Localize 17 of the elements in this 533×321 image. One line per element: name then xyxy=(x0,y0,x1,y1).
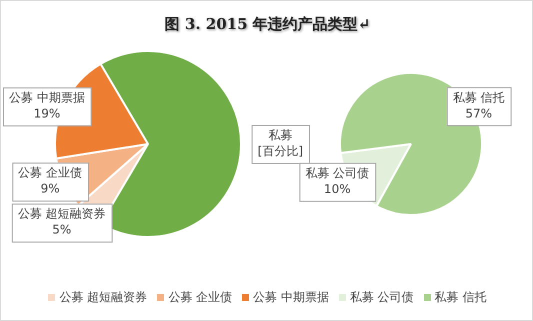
slice-label: 公募 企业债 xyxy=(18,166,82,180)
chart-title: 图 3. 2015 年违约产品类型↵ xyxy=(164,15,372,34)
legend-label: 私募 公司债 xyxy=(348,290,414,304)
slice-label: 公募 超短融资券 xyxy=(18,206,106,221)
text: 私募 [百分比] xyxy=(258,128,304,158)
legend-label: 公募 中期票据 xyxy=(252,290,329,304)
legend-label: 公募 超短融资券 xyxy=(58,290,148,304)
legend-label: 公募 企业债 xyxy=(167,290,232,304)
slice-label: 私募 信托 xyxy=(452,90,505,104)
data-label: 57% xyxy=(465,106,492,120)
data-label: 10% xyxy=(324,182,351,196)
data-label: 19% xyxy=(34,106,60,121)
slice-label: 公募 中期票据 xyxy=(8,90,85,105)
legend-label: 私募 信托 xyxy=(434,290,487,304)
data-label: 5% xyxy=(52,222,72,237)
slice-label: 私募 公司债 xyxy=(305,166,370,180)
data-label: 9% xyxy=(40,182,60,196)
